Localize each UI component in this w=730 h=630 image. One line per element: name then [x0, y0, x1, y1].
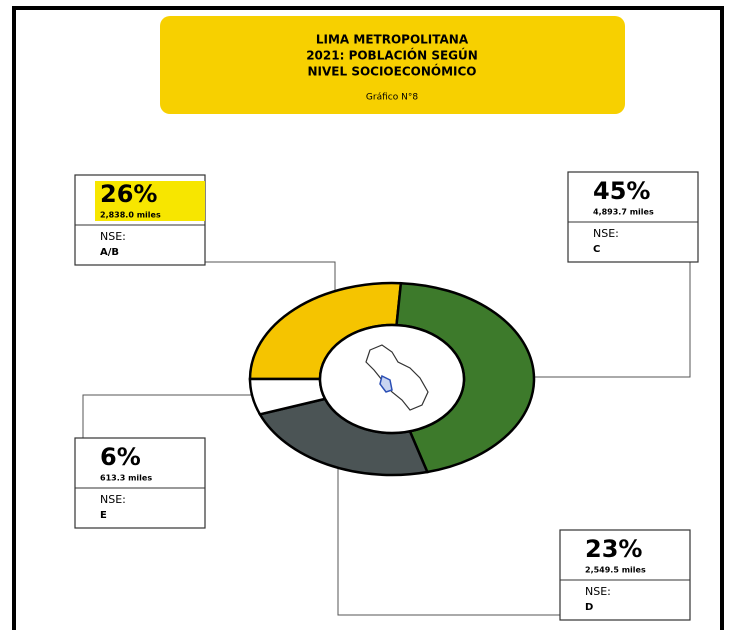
category-label: C	[593, 244, 600, 255]
percent-label: 6%	[100, 443, 141, 471]
subtitle: Gráfico N°8	[366, 93, 418, 103]
category-label: A/B	[100, 247, 119, 258]
percent-label: 26%	[100, 180, 157, 208]
map-outline	[365, 344, 429, 411]
highlight	[95, 181, 205, 221]
population-label: 2,549.5 miles	[585, 566, 646, 575]
category-prefix: NSE:	[100, 493, 126, 506]
title-line: NIVEL SOCIOECONÓMICO	[308, 64, 477, 79]
population-label: 613.3 miles	[100, 474, 152, 483]
category-label: D	[585, 602, 593, 613]
frame	[12, 6, 724, 630]
connectors	[82, 261, 691, 616]
title-line: LIMA METROPOLITANA	[316, 33, 469, 47]
connector	[337, 462, 560, 616]
title-line: 2021: POBLACIÓN SEGÚN	[306, 48, 478, 63]
population-label: 4,893.7 miles	[593, 208, 654, 217]
category-prefix: NSE:	[585, 585, 611, 598]
label-box	[567, 171, 699, 263]
category-prefix: NSE:	[593, 227, 619, 240]
title-box	[160, 16, 625, 114]
connector	[82, 394, 255, 438]
connector	[535, 262, 691, 378]
population-label: 2,838.0 miles	[100, 211, 161, 220]
label-boxes: 26% 2,838.0 miles NSE: A/B 45% 4,893.7 miles N…	[74, 171, 699, 621]
map-highlight	[379, 374, 393, 393]
label-box	[74, 437, 206, 529]
category-prefix: NSE:	[100, 230, 126, 243]
donut-hole	[318, 323, 466, 435]
connector	[205, 261, 336, 292]
percent-label: 23%	[585, 535, 642, 563]
category-label: E	[100, 510, 107, 521]
label-box	[559, 529, 691, 621]
percent-label: 45%	[593, 177, 650, 205]
